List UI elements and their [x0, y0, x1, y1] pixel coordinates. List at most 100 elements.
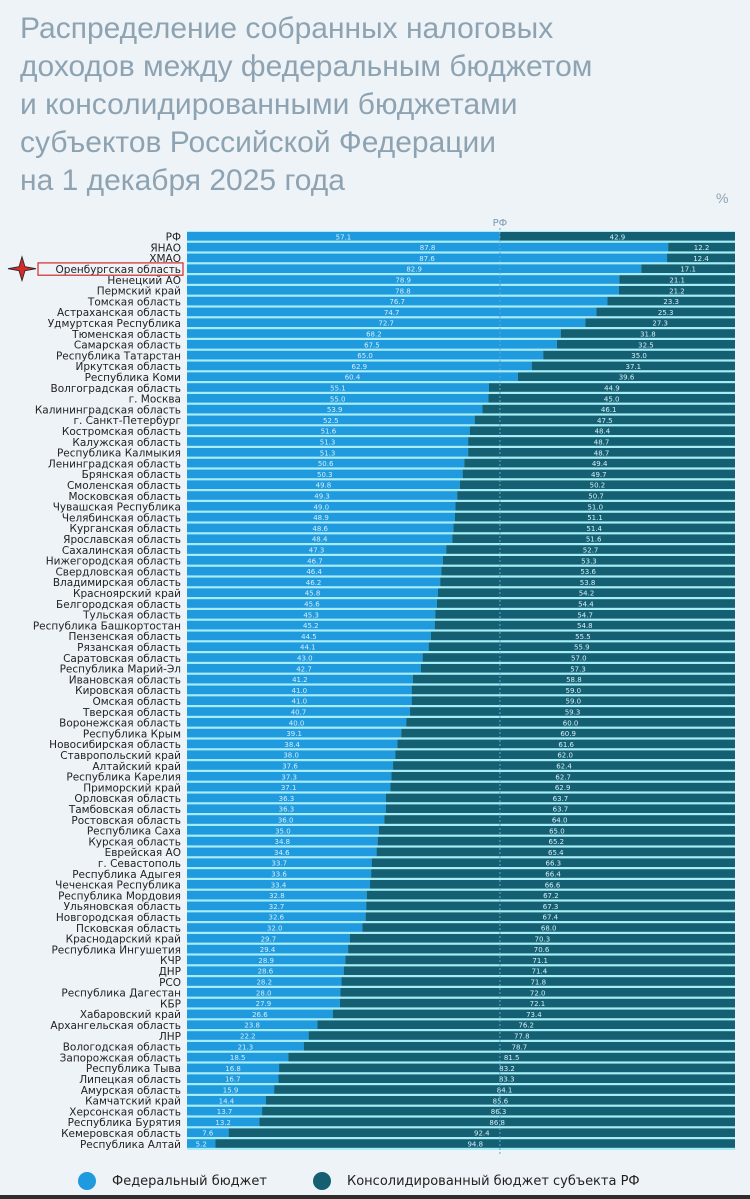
data-label-federal: 32.7 [269, 903, 285, 911]
data-label-regional: 59.0 [566, 687, 582, 695]
data-label-regional: 76.2 [518, 1022, 534, 1030]
bar-federal [187, 977, 342, 986]
category-label: Тульская область [82, 610, 181, 622]
data-label-federal: 34.6 [274, 849, 290, 857]
bar-federal [187, 1117, 260, 1127]
bar-regional [397, 739, 735, 749]
bar-federal [187, 847, 377, 857]
data-label-regional: 70.6 [534, 946, 550, 954]
category-label: Астраханская область [57, 307, 181, 319]
category-label: Брянская область [82, 469, 181, 481]
data-label-regional: 53.8 [580, 579, 596, 587]
bar-regional [488, 383, 735, 392]
data-label-federal: 46.7 [307, 557, 323, 565]
data-label-regional: 65.4 [548, 849, 564, 857]
bar-federal [187, 426, 470, 435]
bar-regional [618, 286, 735, 295]
bar-federal [187, 318, 586, 327]
category-label: Ростовская область [71, 815, 181, 827]
category-label: Кировская область [75, 685, 181, 697]
title-line-2: доходов между федеральным бюджетом [20, 50, 593, 83]
category-label: Воронежская область [59, 718, 181, 730]
bar-regional [259, 1117, 735, 1127]
bar-regional [279, 1063, 735, 1073]
bar-federal [187, 512, 455, 522]
data-label-federal: 26.6 [252, 1011, 268, 1019]
legend: Федеральный бюджет Консолидированный бюд… [0, 1172, 750, 1196]
category-label: Оренбургская область [56, 264, 181, 276]
bar-regional [468, 448, 735, 457]
bar-regional [482, 404, 735, 414]
data-label-federal: 27.9 [256, 1000, 272, 1008]
legend-item-regional: Консолидированный бюджет субъекта РФ [313, 1172, 640, 1190]
data-label-federal: 40.0 [289, 719, 305, 727]
bar-regional [585, 318, 735, 327]
bar-federal [187, 642, 429, 651]
data-label-regional: 31.8 [640, 331, 656, 339]
bar-regional [457, 491, 735, 500]
data-label-regional: 55.9 [574, 644, 590, 652]
data-label-federal: 50.6 [318, 460, 334, 468]
bar-regional [428, 642, 735, 651]
bar-federal [187, 394, 489, 403]
category-label: КЧР [160, 955, 181, 967]
bar-regional [459, 480, 735, 489]
bar-regional [343, 966, 735, 975]
bar-federal [187, 350, 544, 360]
data-label-federal: 68.2 [366, 331, 382, 339]
category-label: Республика Калмыкия [57, 448, 181, 460]
category-label: Калужская область [72, 437, 181, 449]
data-label-federal: 46.2 [306, 579, 322, 587]
category-label: Херсонская область [69, 1106, 181, 1118]
data-label-federal: 37.3 [281, 773, 297, 781]
bar-regional [453, 523, 735, 533]
category-label: г. Москва [129, 394, 181, 406]
data-label-federal: 45.8 [305, 590, 321, 598]
unit-label: % [716, 190, 729, 206]
category-label: г. Санкт-Петербург [73, 415, 181, 427]
bar-regional [349, 934, 735, 943]
data-label-regional: 32.5 [638, 341, 654, 349]
category-label: Вологодская область [63, 1042, 181, 1054]
data-label-regional: 49.7 [591, 471, 607, 479]
chart-title: Распределение собранных налоговых доходо… [20, 10, 740, 200]
data-label-federal: 43.0 [297, 655, 313, 663]
data-label-federal: 41.0 [292, 687, 308, 695]
data-label-federal: 47.3 [309, 547, 325, 555]
data-label-regional: 23.3 [663, 298, 679, 306]
bar-regional [332, 1009, 735, 1019]
bar-regional [422, 653, 735, 662]
data-label-regional: 71.8 [530, 979, 546, 987]
bar-regional [668, 242, 735, 252]
data-label-federal: 45.3 [303, 611, 319, 619]
category-label: ЯНАО [150, 242, 181, 254]
data-label-regional: 73.4 [526, 1011, 542, 1019]
bar-regional [366, 901, 735, 911]
bar-federal [187, 469, 463, 479]
bar-regional [442, 556, 735, 565]
category-label: Московская область [68, 491, 181, 503]
bar-federal [187, 880, 371, 889]
data-label-regional: 66.4 [545, 871, 561, 879]
data-label-federal: 36.3 [279, 795, 295, 803]
data-label-regional: 83.3 [499, 1076, 515, 1084]
data-label-regional: 60.0 [563, 719, 579, 727]
data-label-regional: 45.0 [604, 395, 620, 403]
data-label-regional: 67.4 [543, 914, 559, 922]
data-label-federal: 21.3 [238, 1043, 254, 1051]
bar-regional [385, 793, 735, 803]
category-label: ЛНР [159, 1031, 181, 1043]
data-label-regional: 46.1 [601, 406, 617, 414]
category-label: Курская область [88, 836, 181, 848]
category-label: Нижегородская область [46, 556, 181, 568]
bar-regional [556, 340, 735, 349]
star-marker-icon [7, 255, 37, 283]
bar-federal [187, 890, 367, 900]
bar-regional [411, 685, 735, 695]
bar-regional [436, 599, 735, 608]
data-label-federal: 32.8 [269, 892, 285, 900]
category-label: Саратовская область [63, 653, 181, 665]
bar-federal [187, 1139, 216, 1148]
data-label-regional: 85.6 [493, 1097, 509, 1105]
category-label: Еврейская АО [105, 847, 181, 859]
